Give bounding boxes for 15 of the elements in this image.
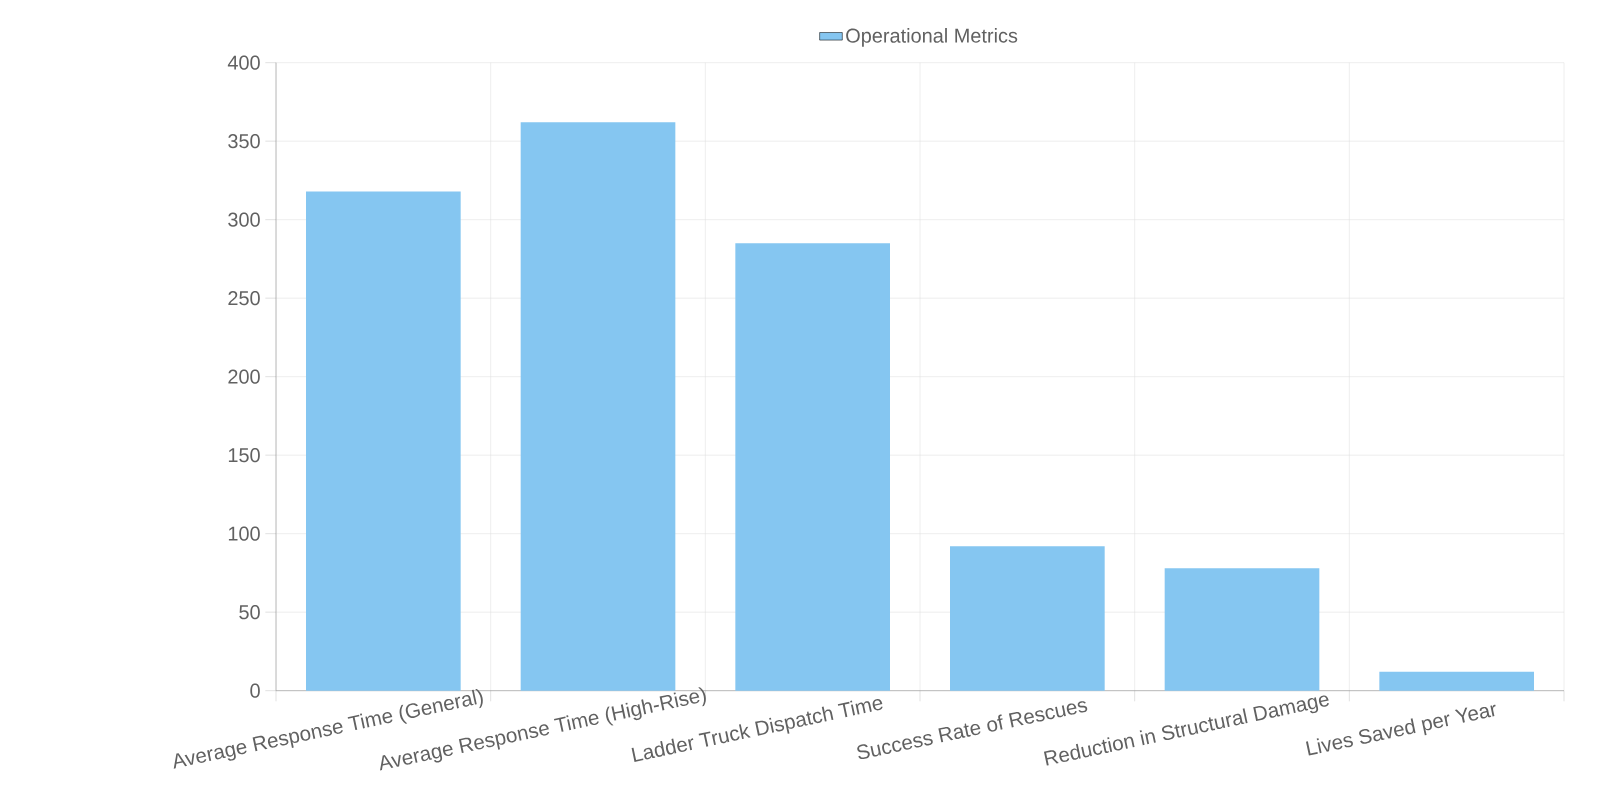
bar (1379, 671, 1535, 691)
bar (306, 191, 461, 691)
y-tick-label: 400 (227, 55, 260, 70)
bar (950, 546, 1105, 691)
bar (1164, 568, 1320, 691)
y-tick-label: 100 (228, 526, 260, 541)
y-tick-label: 250 (228, 291, 260, 306)
y-tick-label: 350 (228, 134, 260, 149)
legend-label: Operational Metrics (846, 28, 1018, 47)
bar (735, 243, 891, 691)
y-tick-label: 50 (239, 605, 260, 620)
y-tick-label: 200 (228, 369, 260, 384)
y-tick-label: 0 (250, 683, 260, 698)
y-tick-label: 150 (228, 448, 260, 463)
y-tick-label: 300 (228, 212, 260, 227)
